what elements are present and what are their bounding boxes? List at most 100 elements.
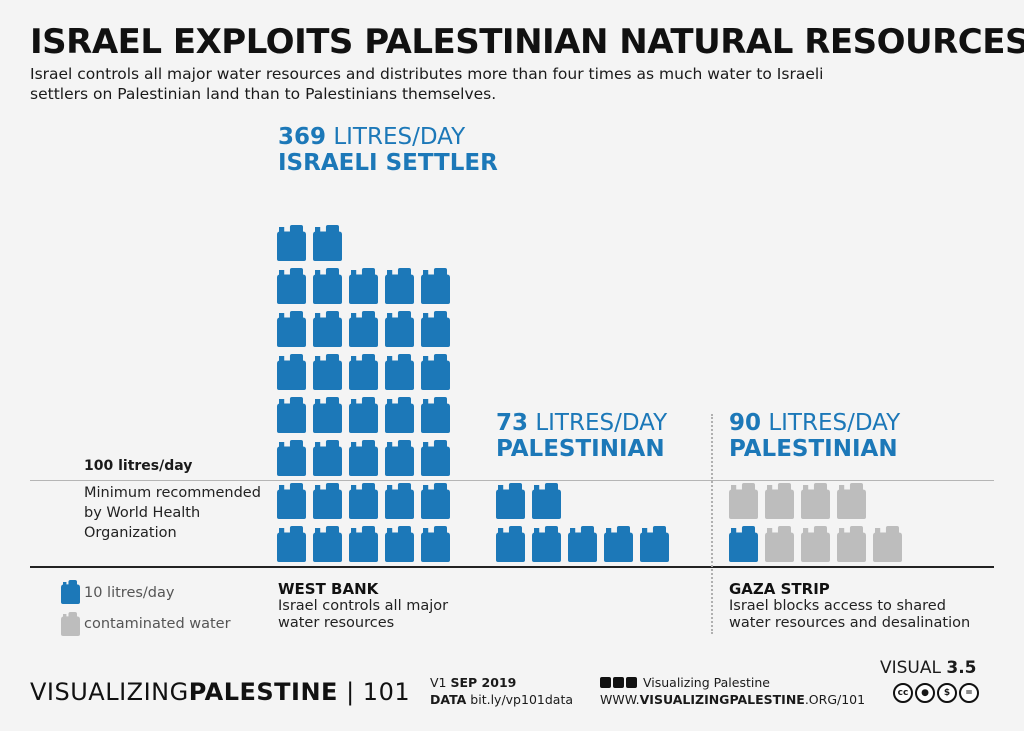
region-name: GAZA STRIP	[729, 580, 830, 598]
group-header-gaza-palestinian: 90 LITRES/DAY PALESTINIAN	[729, 410, 900, 462]
water-can-icon	[729, 526, 758, 562]
water-can-icon	[277, 268, 306, 304]
group-unit: LITRES/DAY	[333, 124, 466, 150]
visual-id: VISUAL 3.5	[880, 658, 977, 678]
region-west-bank: WEST BANK Israel controls all major wate…	[278, 580, 448, 632]
water-can-icon	[385, 440, 414, 476]
reference-value-label: 100 litres/day	[84, 458, 193, 474]
water-can-icon	[313, 526, 342, 562]
group-unit: LITRES/DAY	[535, 410, 668, 436]
nd-icon: =	[959, 683, 979, 703]
twitter-icon[interactable]	[613, 677, 624, 688]
water-can-icon	[421, 440, 450, 476]
by-icon: ●	[915, 683, 935, 703]
water-can-icon	[349, 440, 378, 476]
water-can-icon	[277, 354, 306, 390]
water-can-icon	[421, 483, 450, 519]
water-can-icon	[313, 483, 342, 519]
footer-social: Visualizing Palestine WWW.VISUALIZINGPAL…	[600, 674, 865, 708]
group-label: PALESTINIAN	[729, 436, 898, 462]
contaminated-can-icon	[765, 526, 794, 562]
contaminated-can-icon	[873, 526, 902, 562]
water-can-icon	[313, 440, 342, 476]
contaminated-can-icon	[801, 483, 830, 519]
reference-line	[30, 480, 994, 481]
water-can-icon	[277, 397, 306, 433]
version: V1	[430, 675, 447, 690]
water-can-icon	[277, 483, 306, 519]
group-label: ISRAELI SETTLER	[278, 150, 498, 176]
contaminated-can-icon	[837, 526, 866, 562]
group-value: 369	[278, 124, 327, 150]
water-can-icon	[349, 397, 378, 433]
water-can-icon	[421, 268, 450, 304]
footer-brand: VISUALIZINGPALESTINE | 101	[30, 678, 410, 706]
contaminated-can-icon	[801, 526, 830, 562]
group-unit: LITRES/DAY	[768, 410, 901, 436]
region-note-line2: water resources	[278, 615, 395, 631]
water-can-icon	[349, 311, 378, 347]
cc-icon: cc	[893, 683, 913, 703]
water-can-icon	[277, 526, 306, 562]
contaminated-can-icon	[837, 483, 866, 519]
brand-suffix: | 101	[337, 678, 411, 706]
water-can-icon	[313, 311, 342, 347]
water-can-icon	[421, 311, 450, 347]
contaminated-can-icon	[729, 483, 758, 519]
visual-label: VISUAL	[880, 658, 941, 678]
gaza-divider	[711, 414, 713, 634]
water-can-icon	[496, 483, 525, 519]
water-can-icon	[568, 526, 597, 562]
visual-number: 3.5	[946, 658, 977, 678]
footer-meta: V1 SEP 2019 DATA bit.ly/vp101data	[430, 674, 573, 708]
brand-light: VISUALIZING	[30, 678, 189, 706]
group-value: 73	[496, 410, 529, 436]
contaminated-can-icon	[765, 483, 794, 519]
water-can-icon	[277, 311, 306, 347]
social-handle: Visualizing Palestine	[642, 675, 770, 690]
website-link[interactable]: WWW.VISUALIZINGPALESTINE.ORG/101	[600, 692, 866, 707]
water-can-icon	[604, 526, 633, 562]
page-title: ISRAEL EXPLOITS PALESTINIAN NATURAL RESO…	[30, 22, 1024, 62]
water-can-icon	[385, 268, 414, 304]
water-can-icon	[277, 440, 306, 476]
water-can-icon	[385, 354, 414, 390]
group-label: PALESTINIAN	[496, 436, 665, 462]
water-can-icon	[277, 225, 306, 261]
water-can-icon	[349, 483, 378, 519]
baseline	[30, 566, 994, 568]
water-can-icon	[313, 268, 342, 304]
date: SEP 2019	[450, 675, 517, 690]
region-note-line2: water resources and desalination	[729, 615, 971, 631]
water-can-icon	[349, 354, 378, 390]
water-can-icon	[640, 526, 669, 562]
group-header-settler: 369 LITRES/DAY ISRAELI SETTLER	[278, 124, 498, 176]
legend-water-icon	[61, 580, 80, 604]
legend-contaminated-label: contaminated water	[84, 616, 231, 632]
water-can-icon	[421, 397, 450, 433]
water-can-icon	[349, 526, 378, 562]
water-can-icon	[313, 225, 342, 261]
water-can-icon	[385, 526, 414, 562]
water-can-icon	[313, 397, 342, 433]
region-gaza-strip: GAZA STRIP Israel blocks access to share…	[729, 580, 970, 632]
water-can-icon	[313, 354, 342, 390]
page-subtitle: Israel controls all major water resource…	[30, 65, 824, 103]
data-link[interactable]: bit.ly/vp101data	[470, 692, 574, 707]
region-note-line1: Israel controls all major	[278, 598, 449, 614]
water-can-icon	[385, 483, 414, 519]
legend-water-label: 10 litres/day	[84, 585, 175, 601]
region-name: WEST BANK	[278, 580, 379, 598]
license-icons: cc ● $ =	[893, 680, 981, 703]
facebook-icon[interactable]	[626, 677, 637, 688]
water-can-icon	[349, 268, 378, 304]
instagram-icon[interactable]	[600, 677, 611, 688]
water-can-icon	[385, 311, 414, 347]
nc-icon: $	[937, 683, 957, 703]
legend-contaminated-icon	[61, 612, 80, 636]
water-can-icon	[421, 354, 450, 390]
water-can-icon	[385, 397, 414, 433]
water-can-icon	[532, 483, 561, 519]
group-value: 90	[729, 410, 762, 436]
water-can-icon	[496, 526, 525, 562]
